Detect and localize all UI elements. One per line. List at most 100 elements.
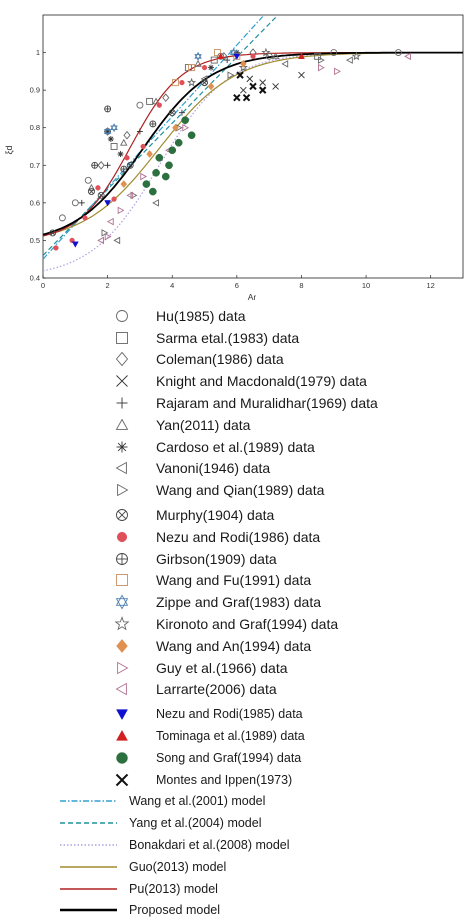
legend-line-icon [60, 866, 117, 868]
data-point [186, 77, 197, 87]
data-point [242, 93, 251, 102]
legend-label: Montes and Ippen(1973) [156, 772, 293, 787]
data-point [84, 176, 92, 184]
data-point [123, 130, 131, 140]
legend-label: Wang and Qian(1989) data [156, 482, 325, 499]
data-point [106, 217, 114, 226]
legend-item: Kironoto and Graf(1994) data [100, 613, 470, 635]
legend-marker [116, 638, 128, 653]
legend-item: Proposed model [60, 900, 470, 921]
legend-marker [116, 441, 128, 453]
data-point [71, 241, 79, 248]
legend-item: Coleman(1986) data [100, 349, 470, 371]
data-point [261, 47, 271, 57]
data-point [258, 86, 267, 94]
legend-label: Cardoso et al.(1989) data [156, 438, 315, 455]
legend-marker-icon [116, 709, 128, 721]
legend-item: Vanoni(1946) data [100, 458, 470, 480]
y-tick-label: 0.5 [30, 236, 40, 245]
data-point [162, 93, 170, 102]
legend-item: Tominaga et al.(1989) data [100, 725, 470, 747]
data-point [233, 53, 241, 60]
x-tick-label: 8 [299, 281, 303, 290]
data-point [271, 52, 280, 60]
y-tick-label: 0.6 [30, 198, 40, 207]
legend-marker-icon [117, 661, 129, 674]
legend-label: Rajaram and Muralidhar(1969) data [156, 395, 378, 412]
legend-marker [116, 309, 128, 322]
data-point [148, 187, 157, 196]
legend-line-icon [60, 909, 117, 912]
data-point [201, 64, 208, 71]
legend-marker-icon [117, 484, 129, 497]
x-tick-label: 12 [427, 281, 435, 290]
data-point [107, 135, 114, 142]
data-point [351, 51, 362, 61]
data-point [238, 62, 248, 72]
data-point [172, 79, 179, 87]
data-point [172, 123, 179, 132]
data-point [152, 97, 160, 105]
y-tick-label: 0.9 [30, 86, 40, 95]
data-point [317, 63, 325, 72]
legend-item: Montes and Ippen(1973) [100, 769, 470, 791]
model-curve [42, 52, 463, 272]
legend-marker-icon [116, 552, 128, 565]
data-point [126, 191, 134, 200]
data-point [101, 229, 109, 237]
data-point [179, 79, 185, 86]
legend-item: Pu(2013) model [60, 878, 470, 900]
data-point [156, 102, 162, 108]
legend-marker [115, 462, 127, 475]
data-point [97, 191, 105, 199]
y-tick-label: 1 [36, 48, 40, 57]
data-point [298, 71, 305, 79]
data-point [182, 123, 190, 132]
legend-marker-icon [115, 352, 129, 367]
data-point [140, 172, 148, 181]
data-point [120, 165, 128, 173]
legend-label: Song and Graf(1994) data [156, 750, 302, 765]
data-point [146, 150, 153, 159]
legend-label: Nezu and Rodi(1985) data [156, 707, 303, 722]
x-tick-label: 4 [170, 281, 174, 290]
data-point [200, 75, 208, 83]
legend-item: Wang et al.(2001) model [60, 791, 470, 813]
legend-marker-icon [115, 683, 127, 696]
data-point [194, 59, 202, 67]
legend-label: Yan(2011) data [156, 416, 251, 433]
legend-marker-icon [116, 730, 128, 741]
data-point [120, 138, 128, 146]
legend-item: Guy et al.(1966) data [100, 657, 470, 679]
legend-item: Wang and Qian(1989) data [100, 479, 470, 501]
data-point [71, 199, 79, 207]
legend-marker-icon [116, 397, 128, 409]
legend-label: Wang and Fu(1991) data [156, 572, 312, 589]
y-tick-label: 0.7 [30, 161, 40, 170]
data-point [95, 185, 101, 191]
legend-marker [116, 552, 128, 565]
data-point [246, 75, 254, 83]
data-point [208, 64, 214, 71]
legend-item: Rajaram and Muralidhar(1969) data [100, 392, 470, 414]
x-tick-label: 6 [235, 281, 239, 290]
legend-marker [116, 752, 128, 764]
data-point [281, 60, 289, 68]
legend-marker [116, 331, 128, 344]
legend-marker-icon [116, 638, 128, 653]
legend-label: Proposed model [129, 903, 221, 918]
legend-label: Yang et al.(2004) model [129, 816, 262, 831]
legend-label: Larrarte(2006) data [156, 681, 277, 698]
legend-marker-icon [116, 309, 128, 322]
legend-label: Pu(2013) model [129, 881, 218, 896]
data-point [104, 200, 112, 207]
data-point [117, 151, 124, 158]
data-point [120, 180, 128, 189]
legend-marker [115, 683, 127, 696]
legend-label: Vanoni(1946) data [156, 460, 271, 477]
legend-label: Murphy(1904) data [156, 507, 275, 524]
data-point [214, 49, 221, 57]
legend-item: Nezu and Rodi(1985) data [100, 703, 470, 725]
legend-item: Wang and An(1994) data [100, 635, 470, 657]
legend-label: Tominaga et al.(1989) data [156, 729, 305, 744]
